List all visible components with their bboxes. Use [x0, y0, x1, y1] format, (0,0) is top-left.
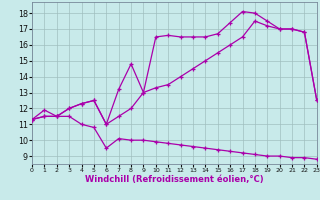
X-axis label: Windchill (Refroidissement éolien,°C): Windchill (Refroidissement éolien,°C): [85, 175, 264, 184]
